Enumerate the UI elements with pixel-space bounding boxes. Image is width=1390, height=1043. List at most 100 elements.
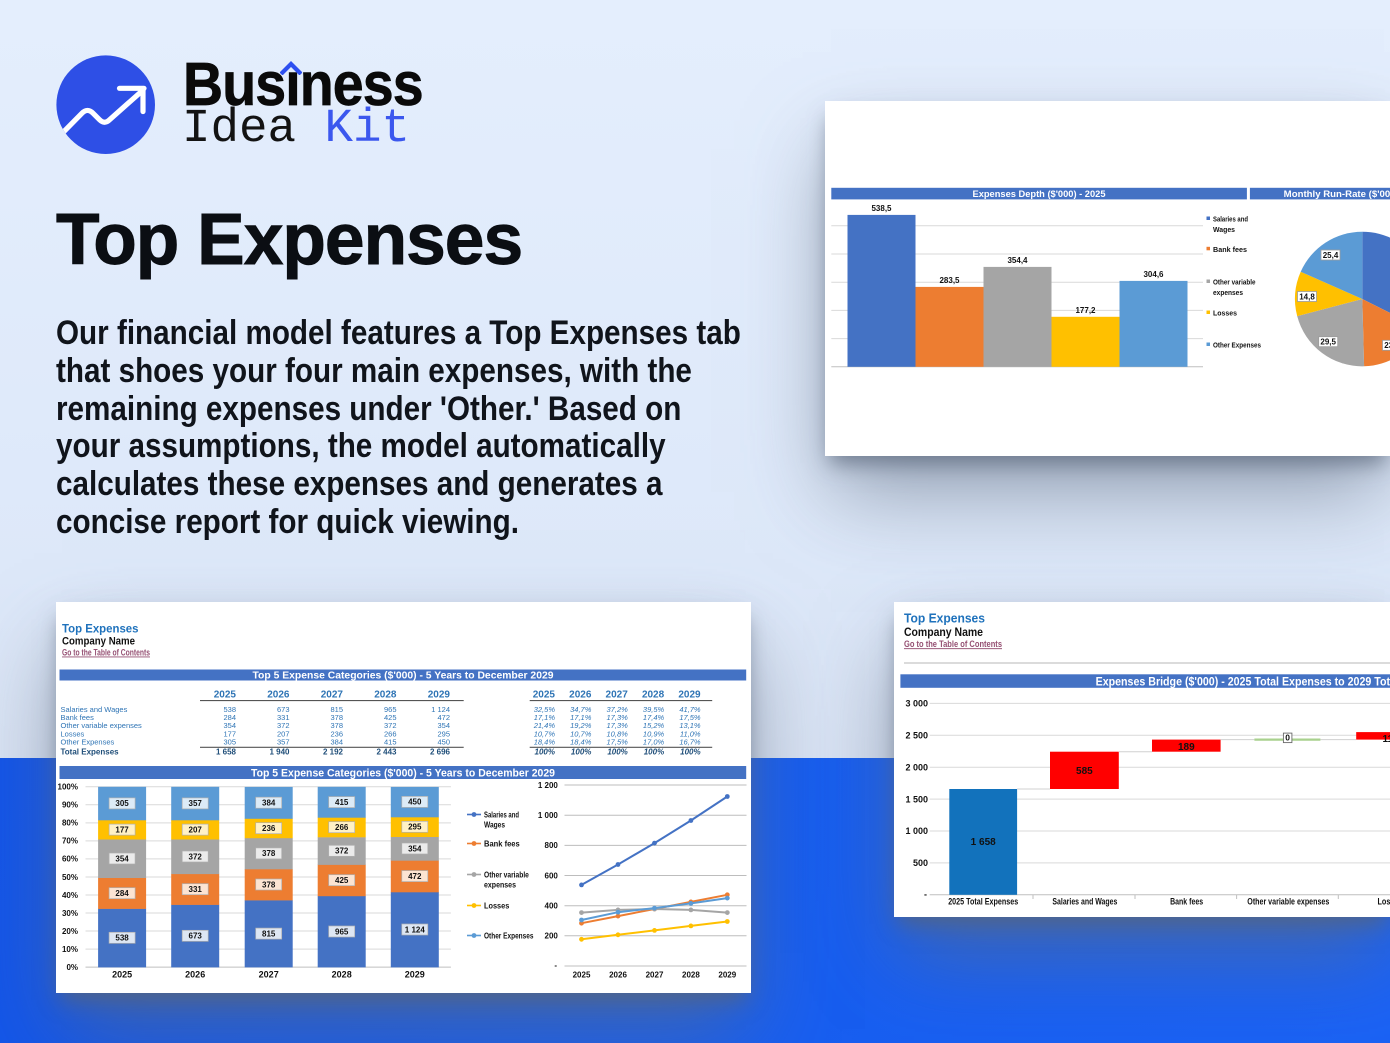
svg-text:Bank fees: Bank fees — [484, 839, 520, 849]
svg-text:2028: 2028 — [682, 971, 700, 980]
svg-text:177: 177 — [223, 729, 236, 738]
svg-text:500: 500 — [913, 858, 928, 868]
svg-text:2028: 2028 — [374, 690, 397, 701]
svg-text:20%: 20% — [61, 927, 77, 936]
svg-text:2 192: 2 192 — [322, 748, 343, 757]
svg-text:17,0%: 17,0% — [642, 737, 664, 746]
svg-text:100%: 100% — [680, 748, 700, 757]
svg-text:2029: 2029 — [718, 971, 736, 980]
svg-text:538: 538 — [223, 705, 236, 714]
svg-text:Bank fees: Bank fees — [1213, 245, 1247, 254]
svg-text:expenses: expenses — [484, 880, 516, 890]
svg-text:207: 207 — [276, 729, 289, 738]
svg-text:100%: 100% — [643, 748, 663, 757]
svg-text:10%: 10% — [61, 945, 77, 954]
svg-text:2027: 2027 — [605, 690, 628, 701]
svg-text:2 000: 2 000 — [905, 762, 928, 772]
svg-text:80%: 80% — [61, 819, 77, 828]
svg-text:2025: 2025 — [532, 690, 555, 701]
svg-text:Losses: Losses — [1378, 897, 1390, 908]
svg-text:10,7%: 10,7% — [570, 729, 592, 738]
svg-text:354: 354 — [223, 721, 236, 730]
svg-text:100%: 100% — [607, 748, 627, 757]
svg-text:Other Expenses: Other Expenses — [484, 931, 534, 941]
svg-text:2025 Total Expenses: 2025 Total Expenses — [948, 897, 1018, 908]
svg-text:1 124: 1 124 — [404, 925, 425, 934]
svg-text:Bank fees: Bank fees — [1170, 897, 1203, 908]
svg-text:Other variable expenses: Other variable expenses — [60, 721, 142, 730]
svg-text:21,4%: 21,4% — [532, 721, 555, 730]
svg-text:15,2%: 15,2% — [642, 721, 664, 730]
svg-text:3 000: 3 000 — [905, 699, 928, 709]
svg-text:0: 0 — [1285, 733, 1290, 743]
svg-text:600: 600 — [544, 871, 558, 880]
svg-text:Top Expenses: Top Expenses — [904, 611, 985, 626]
svg-text:673: 673 — [276, 705, 289, 714]
svg-text:Salaries and Wages: Salaries and Wages — [1052, 897, 1117, 908]
svg-text:354: 354 — [437, 721, 450, 730]
svg-text:295: 295 — [408, 823, 422, 832]
svg-text:305: 305 — [115, 799, 129, 808]
svg-text:1 124: 1 124 — [431, 705, 450, 714]
svg-text:400: 400 — [544, 902, 558, 911]
svg-text:41,7%: 41,7% — [679, 705, 701, 714]
svg-text:37,2%: 37,2% — [606, 705, 628, 714]
svg-text:1 500: 1 500 — [905, 794, 928, 804]
svg-text:100%: 100% — [534, 748, 554, 757]
svg-text:372: 372 — [335, 847, 349, 856]
svg-text:Other variable: Other variable — [1213, 278, 1256, 287]
svg-text:2027: 2027 — [645, 971, 663, 980]
svg-text:189: 189 — [1178, 742, 1195, 753]
svg-text:Total Expenses: Total Expenses — [60, 748, 119, 757]
svg-text:Company Name: Company Name — [904, 625, 983, 639]
svg-text:585: 585 — [1076, 766, 1093, 777]
svg-text:2026: 2026 — [267, 690, 290, 701]
svg-text:Other variable: Other variable — [484, 870, 529, 880]
svg-text:Top 5 Expense Categories ($'00: Top 5 Expense Categories ($'000) - 5 Yea… — [251, 768, 555, 780]
svg-text:372: 372 — [383, 721, 396, 730]
svg-text:70%: 70% — [61, 837, 77, 846]
svg-text:2 696: 2 696 — [429, 748, 450, 757]
svg-text:Company Name: Company Name — [62, 635, 135, 647]
svg-text:200: 200 — [544, 932, 558, 941]
svg-text:450: 450 — [437, 737, 450, 746]
svg-text:266: 266 — [383, 729, 396, 738]
svg-text:965: 965 — [383, 705, 396, 714]
svg-text:118: 118 — [1383, 734, 1390, 745]
svg-text:2026: 2026 — [609, 971, 627, 980]
svg-text:Losses: Losses — [484, 901, 509, 911]
svg-text:1 200: 1 200 — [537, 781, 558, 790]
svg-text:Salaries and Wages: Salaries and Wages — [60, 705, 127, 714]
svg-text:415: 415 — [383, 737, 396, 746]
svg-text:Other Expenses: Other Expenses — [60, 737, 114, 746]
svg-text:Salaries and: Salaries and — [484, 810, 519, 820]
svg-text:1 658: 1 658 — [971, 837, 996, 848]
svg-text:2025: 2025 — [112, 970, 132, 980]
svg-text:17,5%: 17,5% — [606, 737, 628, 746]
svg-text:32,5%: 32,5% — [533, 705, 555, 714]
svg-text:10,7%: 10,7% — [533, 729, 555, 738]
svg-text:236: 236 — [262, 824, 276, 833]
svg-text:Wages: Wages — [1213, 225, 1235, 234]
svg-text:472: 472 — [408, 872, 422, 881]
svg-text:14,8: 14,8 — [1299, 292, 1315, 301]
svg-text:100%: 100% — [57, 783, 77, 792]
svg-text:207: 207 — [188, 825, 202, 834]
svg-text:17,3%: 17,3% — [606, 713, 628, 722]
svg-text:Top 5 Expense Categories ($'00: Top 5 Expense Categories ($'000) - 5 Yea… — [252, 670, 553, 682]
svg-text:Go to the Table of Contents: Go to the Table of Contents — [62, 648, 150, 658]
svg-text:384: 384 — [262, 799, 276, 808]
svg-text:Wages: Wages — [484, 820, 505, 830]
svg-text:378: 378 — [330, 713, 343, 722]
svg-text:Bank fees: Bank fees — [60, 713, 94, 722]
svg-text:29,5: 29,5 — [1320, 338, 1336, 347]
svg-text:17,1%: 17,1% — [533, 713, 555, 722]
svg-text:2029: 2029 — [427, 690, 450, 701]
svg-text:expenses: expenses — [1213, 288, 1243, 297]
svg-text:17,3%: 17,3% — [606, 721, 628, 730]
svg-text:Monthly Run-Rate ($'000) - 202: Monthly Run-Rate ($'000) - 2025 — [1284, 189, 1390, 200]
svg-text:16,7%: 16,7% — [679, 737, 701, 746]
svg-text:378: 378 — [262, 849, 276, 858]
svg-text:372: 372 — [188, 852, 202, 861]
svg-text:Go to the Table of Contents: Go to the Table of Contents — [904, 638, 1002, 649]
